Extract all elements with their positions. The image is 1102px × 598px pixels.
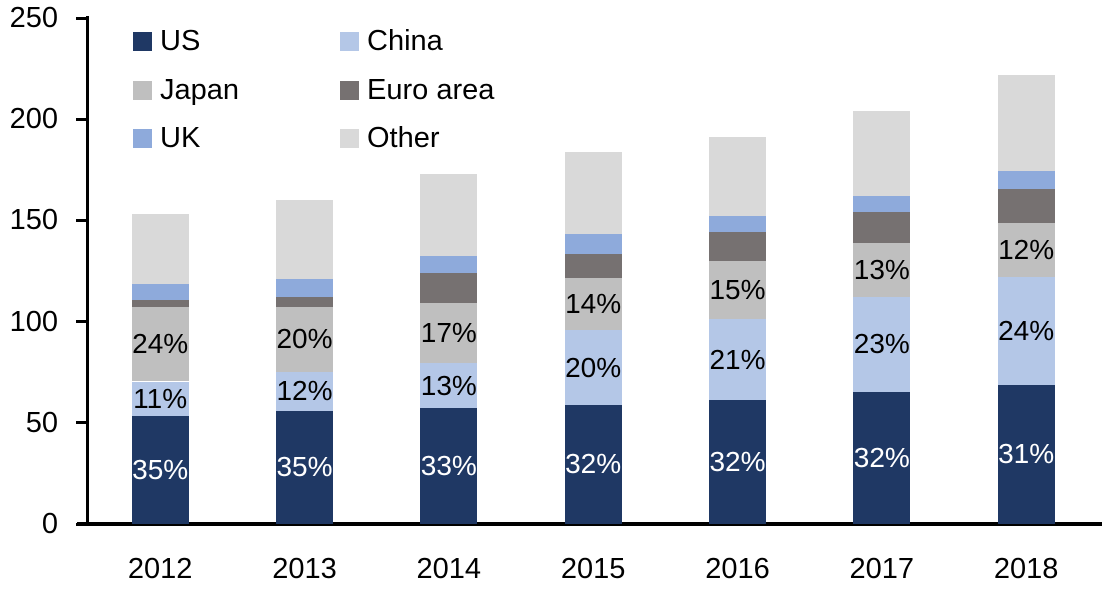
bar-label-us-2016: 32% [709, 446, 766, 478]
bar-segment-other-2014 [420, 173, 478, 257]
bar-label-us-2012: 35% [132, 453, 189, 485]
x-label-2014: 2014 [416, 553, 482, 585]
bar-label-us-2013: 35% [276, 451, 333, 483]
legend-swatch-japan [133, 81, 152, 100]
bar-label-china-2012: 11% [133, 382, 188, 414]
y-tick-mark-0 [76, 522, 88, 526]
legend-swatch-uk [133, 129, 152, 148]
bar-label-china-2016: 21% [709, 343, 766, 375]
x-axis-line [77, 522, 1102, 526]
legend-label-china: China [367, 25, 443, 57]
bar-label-us-2018: 31% [998, 438, 1055, 470]
bar-segment-euro-area-2012 [131, 300, 189, 308]
bar-segment-japan-2015 [564, 278, 622, 331]
bar-label-china-2015: 20% [565, 351, 622, 383]
bar-label-japan-2012: 24% [132, 328, 189, 360]
bar-label-us-2015: 32% [565, 448, 622, 480]
legend-label-euro-area: Euro area [367, 74, 495, 106]
bar-segment-euro-area-2016 [708, 231, 766, 262]
bar-segment-japan-2017 [853, 243, 911, 297]
bar-label-japan-2018: 12% [998, 233, 1055, 265]
y-tick-mark-100 [76, 320, 88, 324]
bar-label-china-2014: 13% [420, 369, 477, 401]
bar-segment-uk-2013 [275, 278, 333, 297]
y-tick-label-250: 250 [9, 2, 58, 34]
bar-label-japan-2017: 13% [853, 254, 910, 286]
bar-segment-china-2016 [708, 319, 766, 401]
y-tick-mark-50 [76, 421, 88, 425]
bar-segment-uk-2015 [564, 233, 622, 254]
bar-segment-other-2013 [275, 200, 333, 279]
bar-segment-us-2012 [131, 415, 189, 524]
bar-segment-uk-2014 [420, 256, 478, 274]
bar-segment-china-2017 [853, 296, 911, 392]
bar-segment-us-2018 [997, 384, 1055, 524]
bar-segment-euro-area-2017 [853, 212, 911, 244]
y-tick-label-150: 150 [9, 204, 58, 237]
bar-label-japan-2013: 20% [276, 323, 333, 355]
x-label-2018: 2018 [993, 553, 1059, 585]
x-label-2017: 2017 [849, 553, 915, 585]
y-tick-mark-200 [76, 117, 88, 121]
bar-label-us-2017: 32% [853, 441, 910, 473]
y-axis-line [86, 16, 89, 526]
bar-segment-euro-area-2013 [275, 296, 333, 308]
x-label-2012: 2012 [127, 553, 193, 585]
bar-segment-china-2013 [275, 371, 333, 411]
bar-segment-uk-2012 [131, 283, 189, 301]
bar-segment-other-2012 [131, 214, 189, 284]
bar-label-china-2017: 23% [853, 328, 910, 360]
bar-segment-other-2017 [853, 111, 911, 197]
bar-segment-us-2014 [420, 408, 478, 524]
legend-label-uk: UK [160, 122, 201, 154]
x-label-2016: 2016 [705, 553, 770, 585]
bar-segment-uk-2018 [997, 170, 1055, 189]
bar-segment-other-2018 [997, 74, 1055, 171]
y-tick-mark-250 [76, 16, 88, 20]
bar-segment-japan-2016 [708, 261, 766, 320]
legend-swatch-us [133, 32, 152, 51]
legend-swatch-other [340, 129, 359, 148]
bar-segment-us-2015 [564, 404, 622, 524]
bar-label-china-2018: 24% [998, 314, 1055, 346]
bar-segment-uk-2016 [708, 215, 766, 232]
bar-segment-us-2013 [275, 410, 333, 524]
bar-label-us-2014: 33% [420, 450, 477, 482]
bar-segment-other-2016 [708, 137, 766, 216]
y-tick-mark-150 [76, 218, 88, 222]
bar-segment-uk-2017 [853, 196, 911, 213]
y-tick-label-0: 0 [41, 508, 58, 540]
bar-segment-japan-2012 [131, 307, 189, 382]
bar-segment-china-2018 [997, 276, 1055, 385]
bar-segment-euro-area-2014 [420, 273, 478, 304]
bar-segment-china-2014 [420, 362, 478, 409]
x-label-2013: 2013 [272, 553, 337, 585]
legend-label-us: US [160, 25, 201, 57]
bar-label-china-2013: 12% [276, 375, 333, 407]
y-tick-label-100: 100 [9, 305, 58, 338]
bar-segment-japan-2013 [275, 307, 333, 372]
bar-segment-us-2017 [853, 391, 911, 524]
bar-segment-japan-2014 [420, 303, 478, 363]
bar-segment-china-2012 [131, 381, 189, 416]
legend-label-other: Other [367, 122, 440, 154]
bar-label-japan-2016: 15% [709, 274, 766, 306]
bar-segment-euro-area-2015 [564, 253, 622, 279]
legend-label-japan: Japan [160, 74, 240, 106]
y-tick-label-200: 200 [9, 103, 58, 136]
y-tick-label-50: 50 [25, 406, 58, 439]
bar-label-japan-2015: 14% [565, 288, 622, 320]
legend-swatch-euro-area [340, 81, 359, 100]
bar-segment-china-2015 [564, 330, 622, 405]
bar-segment-us-2016 [708, 400, 766, 524]
x-label-2015: 2015 [560, 553, 626, 585]
legend-swatch-china [340, 32, 359, 51]
bar-segment-euro-area-2018 [997, 188, 1055, 224]
bar-label-japan-2014: 17% [420, 317, 477, 349]
bar-segment-japan-2018 [997, 223, 1055, 277]
bar-segment-other-2015 [564, 151, 622, 234]
